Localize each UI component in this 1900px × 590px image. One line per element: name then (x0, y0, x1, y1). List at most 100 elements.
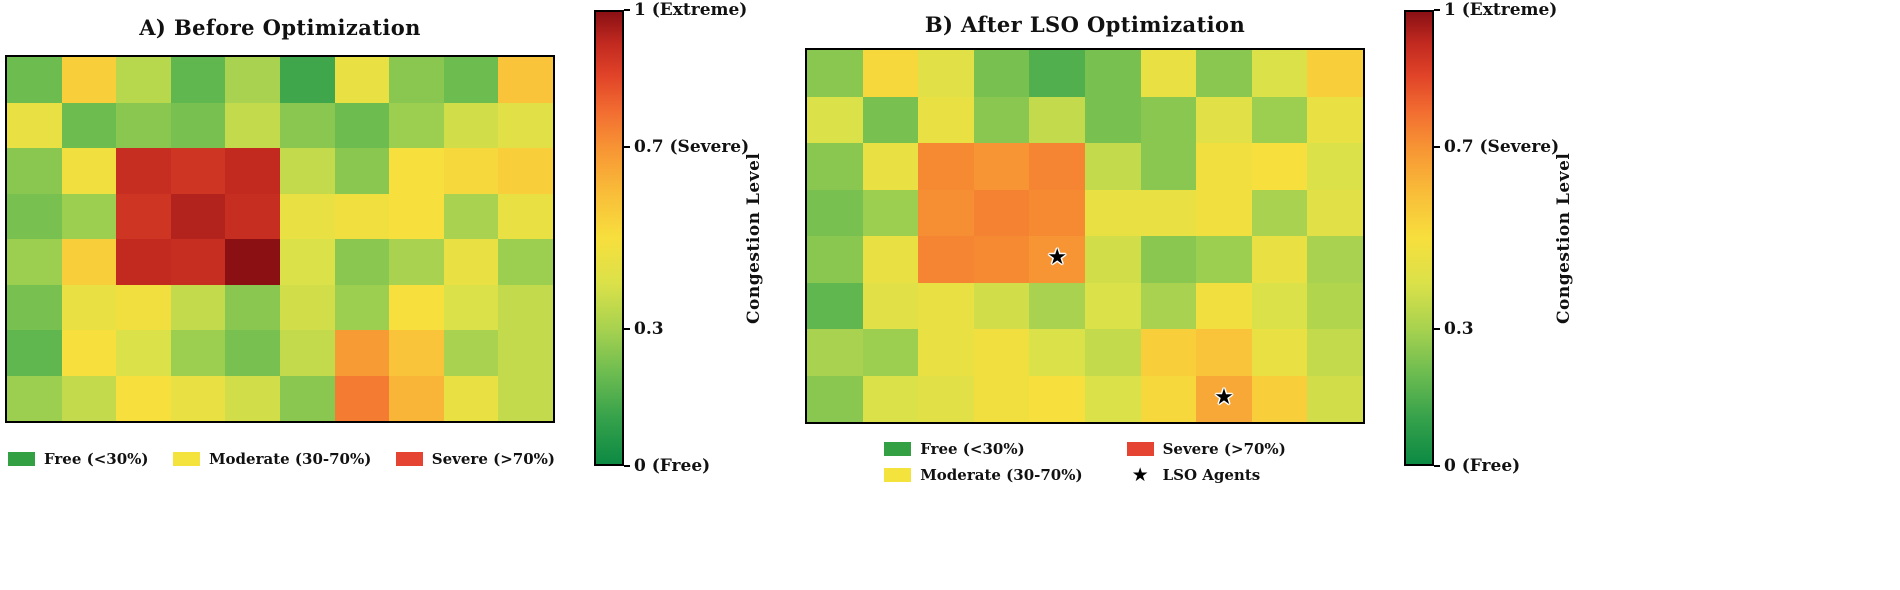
heatmap-cell (918, 375, 974, 422)
heatmap-cell (170, 57, 226, 103)
heatmap-cell (443, 193, 499, 239)
heatmap-cell (225, 330, 280, 376)
heatmap-cell (973, 96, 1030, 143)
heatmap-cell (1084, 329, 1141, 376)
legend-swatch (884, 442, 912, 456)
legend-item: Severe (>70%) (1126, 440, 1286, 458)
heatmap-before (5, 55, 555, 423)
heatmap-cell (807, 282, 863, 329)
heatmap-cell (1307, 96, 1363, 143)
legend-item: Severe (>70%) (395, 450, 555, 468)
heatmap-cell (807, 375, 863, 422)
heatmap-cell (279, 330, 335, 376)
heatmap-cell (1251, 143, 1308, 190)
heatmap-cell (389, 239, 444, 285)
heatmap-cell (116, 375, 171, 421)
heatmap-cell (1307, 50, 1363, 97)
heatmap-cell (1029, 50, 1085, 97)
heatmap-cell (498, 193, 553, 239)
heatmap-cell (1196, 329, 1252, 376)
heatmap-cell (918, 50, 974, 97)
legend-item: ★ LSO Agents (1127, 466, 1286, 485)
panel-before-title: A) Before Optimization (139, 15, 421, 40)
heatmap-cell (61, 330, 117, 376)
heatmap-cell (279, 375, 335, 421)
heatmap-cell (116, 193, 171, 239)
heatmap-cell (225, 239, 280, 285)
heatmap-cell (225, 57, 280, 103)
heatmap-cell (1307, 282, 1363, 329)
heatmap-cell (1251, 329, 1308, 376)
heatmap-cell (1084, 143, 1141, 190)
heatmap-cell (498, 57, 553, 103)
legend-label: LSO Agents (1162, 466, 1261, 484)
heatmap-cell (443, 375, 499, 421)
heatmap-cell (334, 375, 390, 421)
colorbar-tick-label: 1 (Extreme) (624, 0, 747, 20)
heatmap-cell (1307, 329, 1363, 376)
heatmap-cell (7, 375, 62, 421)
heatmap-cell (334, 284, 390, 330)
heatmap-cell (116, 57, 171, 103)
heatmap-cell (170, 193, 226, 239)
heatmap-cell (334, 330, 390, 376)
heatmap-cell (61, 57, 117, 103)
heatmap-cell (1140, 282, 1197, 329)
heatmap-cell (443, 284, 499, 330)
heatmap-cell (389, 284, 444, 330)
heatmap-cell (862, 96, 919, 143)
heatmap-cell (1140, 236, 1197, 283)
heatmap-cell (1307, 143, 1363, 190)
heatmap-cell (862, 375, 919, 422)
heatmap-cell (389, 148, 444, 194)
heatmap-cell (389, 102, 444, 148)
heatmap-cell (116, 330, 171, 376)
heatmap-cell (807, 329, 863, 376)
legend-label: Moderate (30-70%) (208, 450, 372, 468)
legend-after: Free (<30%) Severe (>70%) Moderate (30-70%… (805, 440, 1365, 485)
heatmap-cell (1084, 282, 1141, 329)
heatmap-cell (7, 102, 62, 148)
heatmap-cell (1251, 236, 1308, 283)
heatmap-cell (225, 375, 280, 421)
heatmap-cell (1084, 189, 1141, 236)
legend-before: Free (<30%) Moderate (30-70%) Severe (>70%… (8, 450, 555, 468)
heatmap-cell (279, 193, 335, 239)
heatmap-cell (7, 239, 62, 285)
heatmap-cell (862, 143, 919, 190)
heatmap-cell (61, 284, 117, 330)
heatmap-cell (389, 57, 444, 103)
heatmap-cell (918, 189, 974, 236)
heatmap-cell (170, 284, 226, 330)
heatmap-cell (61, 102, 117, 148)
heatmap-cell (170, 102, 226, 148)
heatmap-cell (225, 102, 280, 148)
heatmap-cell (1140, 329, 1197, 376)
heatmap-cell (973, 189, 1030, 236)
heatmap-cell (7, 284, 62, 330)
heatmap-cell (1140, 143, 1197, 190)
heatmap-cell (973, 329, 1030, 376)
heatmap-cell (1196, 282, 1252, 329)
heatmap-cell (7, 148, 62, 194)
heatmap-cell (443, 330, 499, 376)
legend-item: Free (<30%) (884, 440, 1082, 458)
colorbar-tick-label: 0.3 (1434, 319, 1474, 339)
heatmap-cell (61, 375, 117, 421)
heatmap-cell (116, 148, 171, 194)
heatmap-cell (116, 284, 171, 330)
legend-swatch (395, 452, 423, 466)
colorbar-before (594, 10, 624, 466)
legend-label: Free (<30%) (44, 450, 149, 468)
heatmap-cell (443, 239, 499, 285)
heatmap-cell (279, 148, 335, 194)
heatmap-cell (862, 329, 919, 376)
heatmap-cell (61, 239, 117, 285)
heatmap-cell (1196, 236, 1252, 283)
heatmap-cell (334, 102, 390, 148)
panel-after-title: B) After LSO Optimization (924, 12, 1246, 37)
heatmap-cell (498, 102, 553, 148)
heatmap-cell (279, 102, 335, 148)
heatmap-cell (1196, 189, 1252, 236)
